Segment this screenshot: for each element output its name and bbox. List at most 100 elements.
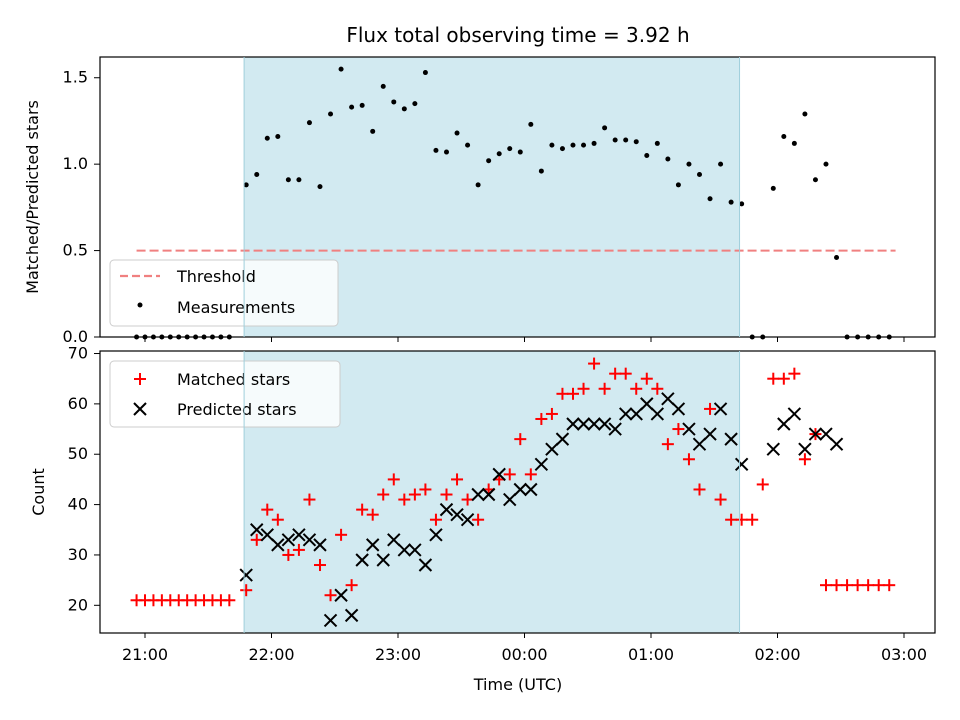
matched-star-marker [651, 382, 664, 395]
predicted-star-marker [682, 422, 696, 436]
matched-star-marker [588, 357, 601, 370]
measurement-point [264, 135, 270, 141]
predicted-star-marker [450, 507, 464, 522]
measurement-point [254, 172, 260, 178]
matched-star-marker [440, 488, 453, 501]
measurement-point [686, 161, 692, 167]
predicted-star-marker [555, 432, 570, 446]
predicted-star-marker [302, 533, 317, 547]
measurement-point [433, 147, 439, 153]
predicted-star-marker [766, 442, 780, 456]
matched-star-marker [735, 513, 748, 526]
measurement-point [654, 140, 660, 146]
predicted-star-marker [250, 523, 264, 537]
matched-star-marker [798, 453, 811, 466]
top-y-axis-label: Matched/Predicted stars [23, 100, 42, 294]
predicted-star-marker [481, 487, 496, 502]
top-legend: Threshold Measurements [109, 259, 339, 327]
measurement-point [644, 153, 650, 159]
matched-star-marker [398, 493, 411, 506]
measurement-point [675, 182, 681, 188]
matched-star-marker [704, 402, 717, 415]
bottom-y-tick-label: 20 [68, 595, 88, 614]
matched-star-marker [672, 423, 685, 436]
matched-star-marker [408, 488, 421, 501]
measurement-point [559, 146, 565, 152]
bottom-x-axis: 21:00 22:00 23:00 00:00 01:00 02:00 03:00 [122, 633, 927, 664]
measurement-point [317, 184, 323, 190]
predicted-star-marker [260, 528, 274, 542]
measurement-point [612, 137, 618, 143]
predicted-star-marker [429, 528, 443, 542]
legend-threshold-label: Threshold [176, 267, 256, 286]
matched-star-marker [577, 382, 590, 395]
matched-star-marker [883, 579, 896, 592]
bottom-y-axis: 20 30 40 50 60 70 [68, 344, 100, 614]
bottom-x-tick-label: 22:00 [248, 645, 294, 664]
matched-star-marker [324, 589, 337, 602]
predicted-star-marker [545, 442, 559, 456]
measurement-point [359, 102, 365, 108]
matched-star-marker [223, 594, 236, 607]
matched-star-marker [240, 584, 253, 597]
predicted-star-marker [629, 407, 643, 421]
bottom-y-tick-label: 50 [68, 444, 88, 463]
bottom-y-tick-label: 30 [68, 545, 88, 564]
bottom-x-tick-label: 00:00 [501, 645, 547, 664]
matched-star-marker [693, 483, 706, 496]
predicted-star-marker [271, 538, 285, 552]
predicted-star-marker [724, 432, 738, 446]
bottom-y-tick-label: 40 [68, 495, 88, 514]
matched-star-marker [387, 473, 400, 486]
matched-star-marker [271, 513, 284, 526]
bottom-x-tick-label: 21:00 [122, 645, 168, 664]
matched-star-marker [566, 387, 579, 400]
measurement-point [391, 99, 397, 105]
matched-star-marker [503, 468, 516, 481]
legend-measurements-label: Measurements [177, 298, 295, 317]
bottom-y-tick-label: 70 [68, 344, 88, 363]
measurement-point [696, 172, 702, 178]
top-y-tick-label: 1.5 [63, 68, 88, 87]
measurement-point [380, 83, 386, 89]
top-y-tick-label: 0.5 [63, 241, 88, 260]
top-panel: 0.0 0.5 1.0 1.5 Matched/Predicted stars Thr… [23, 56, 936, 346]
matched-star-marker [545, 407, 558, 420]
matched-star-marker [282, 548, 295, 561]
bottom-y-axis-label: Count [29, 468, 48, 516]
matched-star-marker [609, 367, 622, 380]
measurement-point [496, 151, 502, 157]
matched-star-marker [714, 493, 727, 506]
predicted-star-marker [492, 467, 506, 482]
matched-star-marker [619, 367, 632, 380]
predicted-star-marker [376, 553, 390, 567]
chart-title: Flux total observing time = 3.92 h [346, 23, 689, 47]
predicted-star-marker [439, 502, 454, 517]
x-axis-label: Time (UTC) [473, 675, 562, 694]
measurement-point [770, 185, 776, 191]
matched-star-marker [746, 513, 759, 526]
measurement-point [812, 177, 818, 183]
bottom-axes-frame [99, 350, 936, 634]
predicted-star-marker [808, 427, 823, 441]
predicted-star-marker [640, 397, 654, 411]
measurement-point [370, 128, 376, 134]
matched-star-marker [841, 579, 854, 592]
matched-star-marker [313, 559, 326, 572]
predicted-star-marker [829, 437, 844, 451]
measurement-point [791, 140, 797, 146]
predicted-star-marker [597, 417, 612, 431]
measurement-point [623, 137, 629, 143]
matched-star-marker [292, 543, 305, 556]
measurement-point [422, 70, 428, 76]
matched-star-marker [524, 468, 537, 481]
measurement-point [802, 111, 808, 117]
predicted-star-marker [787, 407, 802, 421]
matched-star-marker [429, 513, 442, 526]
measurement-point [486, 158, 492, 164]
matched-star-marker [377, 488, 390, 501]
top-legend-box [109, 259, 339, 327]
matched-star-marker [356, 503, 369, 516]
matched-star-marker [366, 508, 379, 521]
